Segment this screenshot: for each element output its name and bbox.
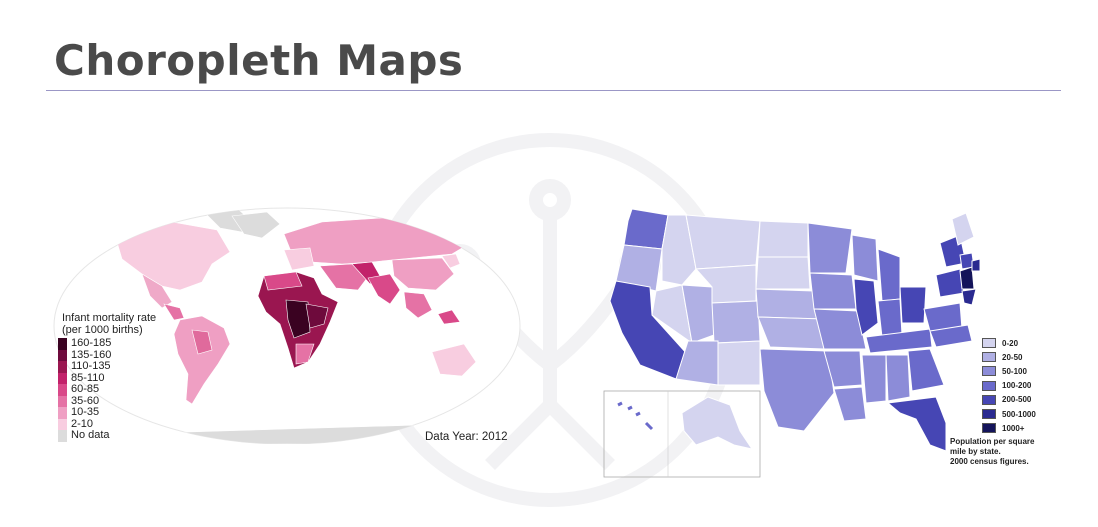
legend-label: 10-35 bbox=[71, 406, 100, 419]
legend-label: 35-60 bbox=[71, 394, 100, 407]
caption-line: mile by state. bbox=[950, 447, 1001, 456]
legend-swatch bbox=[982, 338, 996, 349]
world-legend-title: Infant mortality rate (per 1000 births) bbox=[62, 312, 156, 336]
legend-item: 50-100 bbox=[982, 364, 1036, 378]
legend-swatch bbox=[58, 338, 67, 350]
legend-item: No data bbox=[58, 430, 111, 442]
legend-item: 10-35 bbox=[58, 407, 111, 419]
legend-swatch bbox=[982, 409, 996, 420]
legend-item: 0-20 bbox=[982, 336, 1036, 350]
legend-item: 35-60 bbox=[58, 394, 111, 407]
legend-label: 2-10 bbox=[71, 417, 94, 430]
legend-label: 200-500 bbox=[1002, 395, 1032, 405]
legend-label: 110-135 bbox=[71, 360, 111, 373]
legend-swatch bbox=[58, 361, 67, 373]
legend-swatch bbox=[982, 366, 996, 377]
legend-label: 1000+ bbox=[1002, 423, 1025, 433]
legend-item: 1000+ bbox=[982, 421, 1036, 435]
legend-item: 20-50 bbox=[982, 350, 1036, 364]
us-legend: 0-20 20-50 50-100 100-200 200-500 500-10… bbox=[982, 336, 1036, 435]
legend-label: 60-85 bbox=[71, 383, 100, 396]
legend-swatch bbox=[982, 352, 996, 363]
data-year-label: Data Year: 2012 bbox=[425, 431, 508, 443]
caption-line: Population per square bbox=[950, 437, 1035, 446]
legend-label: 20-50 bbox=[1002, 352, 1023, 362]
legend-label: 50-100 bbox=[1002, 366, 1027, 376]
legend-swatch bbox=[982, 394, 996, 405]
legend-swatch bbox=[58, 430, 67, 442]
legend-swatch bbox=[58, 349, 67, 361]
legend-title-line: (per 1000 births) bbox=[62, 324, 143, 336]
legend-item: 160-185 bbox=[58, 338, 111, 350]
legend-item: 500-1000 bbox=[982, 407, 1036, 421]
legend-item: 135-160 bbox=[58, 348, 112, 361]
legend-title-line: Infant mortality rate bbox=[62, 312, 157, 324]
us-population-density-map bbox=[603, 208, 980, 478]
us-map-caption: Population per square mile by state. 200… bbox=[950, 437, 1070, 467]
legend-item: 100-200 bbox=[982, 379, 1036, 393]
legend-swatch bbox=[58, 395, 67, 407]
slide-title: Choropleth Maps bbox=[54, 36, 464, 85]
legend-item: 60-85 bbox=[58, 384, 111, 396]
legend-label: No data bbox=[71, 429, 110, 442]
world-legend: 160-185 135-160 110-135 85-110 60-85 35-… bbox=[58, 338, 111, 442]
legend-swatch bbox=[982, 423, 996, 434]
legend-item: 200-500 bbox=[982, 393, 1036, 407]
legend-swatch bbox=[58, 384, 67, 396]
legend-label: 160-185 bbox=[71, 337, 112, 350]
world-infant-mortality-map bbox=[53, 207, 521, 444]
legend-swatch bbox=[58, 407, 67, 419]
legend-item: 110-135 bbox=[58, 361, 111, 373]
legend-label: 0-20 bbox=[1002, 338, 1019, 348]
legend-item: 2-10 bbox=[58, 417, 111, 430]
legend-item: 85-110 bbox=[58, 371, 111, 384]
caption-line: 2000 census figures. bbox=[950, 457, 1029, 466]
title-divider bbox=[46, 90, 1061, 91]
legend-swatch bbox=[58, 372, 67, 384]
legend-label: 85-110 bbox=[71, 371, 105, 384]
legend-label: 500-1000 bbox=[1002, 409, 1036, 419]
legend-label: 100-200 bbox=[1002, 381, 1032, 391]
legend-swatch bbox=[982, 380, 996, 391]
legend-swatch bbox=[58, 418, 67, 430]
legend-label: 135-160 bbox=[71, 348, 112, 361]
